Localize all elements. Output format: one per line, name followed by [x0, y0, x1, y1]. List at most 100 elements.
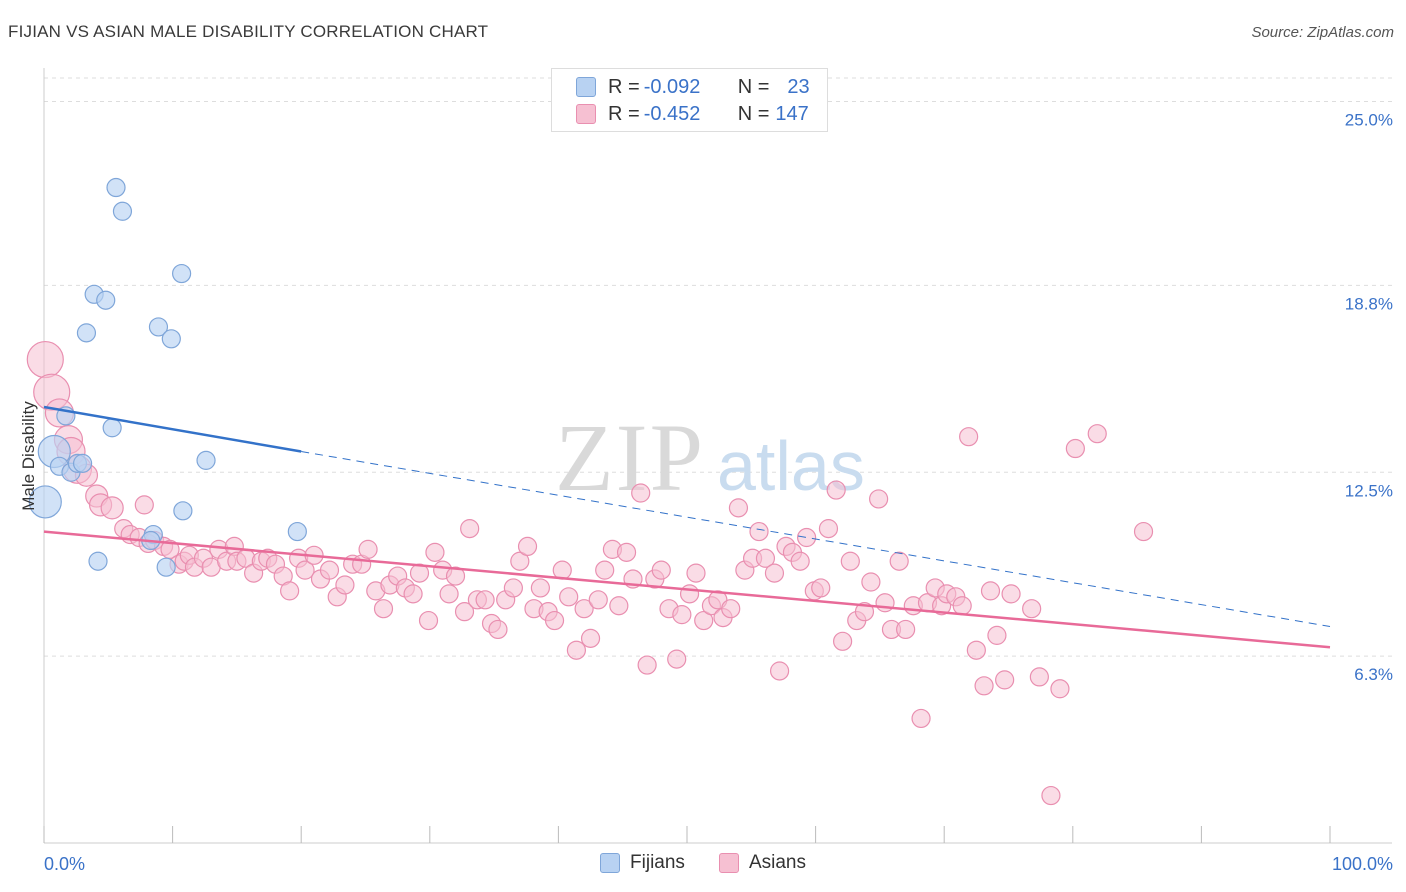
- asian-data-point: [631, 483, 651, 503]
- asians-r-value: -0.452: [643, 102, 701, 125]
- asian-data-point: [530, 578, 550, 598]
- trend-layer: [43, 405, 1331, 649]
- asian-data-point: [559, 587, 579, 607]
- asian-data-point: [755, 548, 776, 568]
- asian-data-point: [319, 560, 340, 580]
- asian-data-point: [952, 596, 972, 616]
- fijians-r-label: R =: [608, 75, 640, 98]
- asian-data-point: [861, 572, 881, 592]
- asian-data-point: [609, 596, 629, 616]
- asian-data-point: [510, 551, 530, 571]
- asian-trend-line: [43, 530, 1331, 649]
- series-legend: Fijians Asians: [0, 852, 1406, 874]
- asian-data-point: [637, 655, 657, 675]
- watermark-zip: ZIP: [555, 404, 705, 511]
- legend-item-fijians: Fijians: [600, 852, 685, 874]
- y-axis-label: Male Disability: [19, 401, 38, 511]
- y-tick-label: 6.3%: [1354, 665, 1393, 684]
- asian-data-point: [1022, 599, 1042, 619]
- asian-data-point: [544, 610, 565, 631]
- asian-data-point: [454, 602, 475, 622]
- asian-data-point: [911, 708, 931, 729]
- asian-data-point: [517, 536, 538, 557]
- asian-data-point: [503, 578, 523, 598]
- y-tick-label: 18.8%: [1345, 294, 1393, 313]
- asian-data-point: [488, 619, 508, 640]
- asian-data-point: [896, 619, 916, 640]
- y-tick-label: 25.0%: [1345, 111, 1393, 130]
- fijian-data-point: [156, 557, 176, 577]
- asian-data-point: [280, 581, 300, 601]
- asian-data-point: [460, 519, 480, 539]
- asian-data-point: [796, 527, 817, 548]
- fijian-data-point: [148, 317, 169, 337]
- asian-data-point: [854, 602, 875, 622]
- asian-data-point: [475, 590, 495, 610]
- asian-data-point: [425, 542, 445, 562]
- asian-data-point: [616, 542, 637, 562]
- asians-n-label: N =: [737, 102, 770, 125]
- asian-data-point: [686, 563, 706, 583]
- asian-data-point: [1001, 584, 1021, 604]
- fijian-data-point: [102, 418, 122, 438]
- asian-data-point: [595, 560, 615, 580]
- asian-data-point: [826, 480, 846, 500]
- asians-legend-label: Asians: [748, 852, 806, 873]
- legend-row-fijians: R = -0.092 N = 23: [576, 74, 810, 100]
- asian-data-point: [966, 640, 986, 660]
- fijian-data-point: [96, 290, 116, 310]
- asian-data-point: [869, 489, 889, 509]
- fijians-r-value: -0.092: [643, 75, 701, 98]
- asian-data-point: [672, 605, 692, 625]
- asian-data-point: [134, 495, 154, 515]
- asian-data-point: [980, 581, 1001, 601]
- fijian-data-point: [196, 450, 216, 470]
- y-tick-label: 12.5%: [1345, 481, 1393, 500]
- fijian-data-point: [161, 329, 181, 349]
- fijians-legend-label: Fijians: [630, 852, 685, 873]
- watermark: ZIP atlas: [555, 404, 865, 511]
- asian-data-point: [439, 584, 459, 604]
- asian-data-point: [721, 599, 741, 619]
- asian-data-point: [566, 640, 587, 660]
- asian-data-point: [679, 584, 700, 604]
- asian-data-point: [1133, 521, 1154, 542]
- asian-data-point: [1041, 785, 1061, 806]
- asian-data-point: [358, 539, 378, 559]
- asian-data-point: [1029, 667, 1049, 687]
- asian-data-point: [840, 551, 860, 571]
- correlation-legend: R = -0.092 N = 23 R = -0.452 N = 147: [551, 68, 828, 132]
- asians-n-value: 147: [775, 102, 809, 125]
- asian-data-point: [811, 578, 831, 598]
- asian-data-point: [790, 551, 810, 571]
- fijian-trend-extension: [301, 451, 1331, 627]
- x-tick-label: 0.0%: [44, 854, 85, 874]
- fijian-data-point: [112, 201, 133, 221]
- asian-data-point: [588, 590, 608, 610]
- asian-data-point: [749, 521, 769, 542]
- fijians-swatch-icon: [576, 77, 596, 97]
- fijian-trend-line: [43, 405, 302, 453]
- fijians-n-label: N =: [737, 75, 770, 98]
- asian-data-point: [889, 551, 909, 571]
- asian-data-point: [833, 631, 853, 651]
- asians-r-label: R =: [608, 102, 640, 125]
- fijian-data-point: [72, 453, 93, 473]
- asian-data-point: [1065, 438, 1085, 459]
- asian-data-point: [667, 649, 687, 669]
- asian-data-point: [764, 563, 785, 583]
- asian-data-point: [1050, 679, 1070, 699]
- asian-data-point: [26, 340, 64, 379]
- asian-data-point: [728, 498, 749, 518]
- asian-data-point: [335, 575, 355, 595]
- fijian-data-point: [173, 501, 193, 521]
- fijian-data-point: [88, 551, 108, 571]
- tick-labels: 6.3% 12.5% 18.8% 25.0% 0.0% 100.0%: [44, 111, 1393, 874]
- asian-data-point: [574, 599, 594, 619]
- asian-data-point: [875, 593, 895, 613]
- fijian-data-point: [28, 485, 62, 519]
- asian-data-point: [373, 599, 394, 619]
- chart-title: FIJIAN VS ASIAN MALE DISABILITY CORRELAT…: [8, 22, 489, 41]
- asian-data-point: [694, 610, 714, 631]
